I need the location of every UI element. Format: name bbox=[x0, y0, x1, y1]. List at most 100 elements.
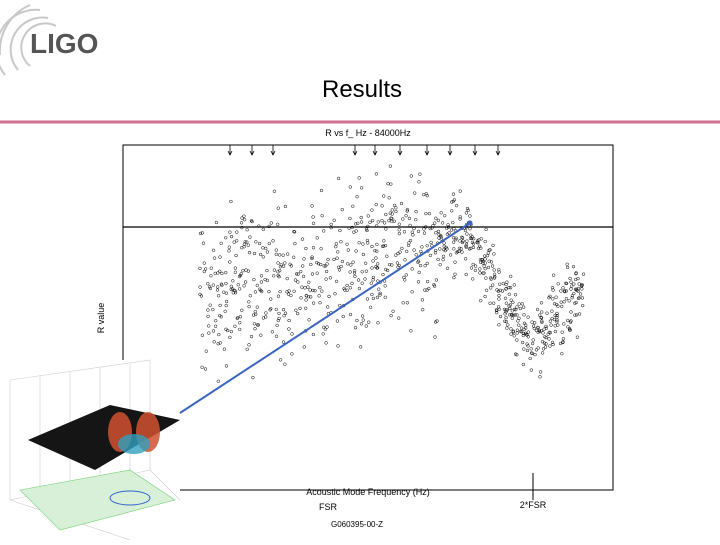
scatter-dot bbox=[274, 307, 278, 312]
scatter-dot bbox=[550, 286, 555, 290]
scatter-dot bbox=[534, 348, 539, 352]
scatter-dot bbox=[376, 220, 380, 224]
scatter-dot bbox=[227, 245, 231, 249]
scatter-dot bbox=[272, 189, 277, 193]
scatter-dot bbox=[251, 375, 255, 380]
scatter-dot bbox=[326, 257, 330, 262]
scatter-dot bbox=[315, 260, 319, 265]
scatter-dot bbox=[313, 289, 317, 293]
scatter-dot bbox=[394, 209, 398, 214]
y-axis-label: R value bbox=[96, 303, 106, 334]
scatter-dot bbox=[535, 307, 540, 312]
mode-arrow bbox=[397, 145, 403, 156]
scatter-dot bbox=[261, 246, 265, 250]
scatter-dot bbox=[200, 231, 205, 235]
scatter-dot bbox=[391, 309, 395, 313]
scatter-dot bbox=[354, 249, 358, 253]
scatter-dot bbox=[513, 293, 518, 297]
scatter-dot bbox=[246, 243, 250, 247]
scatter-dot bbox=[276, 318, 280, 323]
scatter-dot bbox=[508, 286, 513, 290]
scatter-dot bbox=[283, 362, 287, 366]
scatter-dot bbox=[224, 270, 228, 275]
scatter-dot bbox=[390, 263, 394, 267]
scatter-dot bbox=[512, 283, 516, 287]
scatter-dot bbox=[350, 281, 354, 286]
scatter-dot bbox=[335, 319, 340, 323]
scatter-dot bbox=[253, 309, 257, 314]
scatter-dot bbox=[371, 278, 375, 282]
scatter-dot bbox=[307, 280, 311, 284]
scatter-dot bbox=[381, 244, 386, 248]
scatter-dot bbox=[464, 272, 468, 277]
scatter-dot bbox=[374, 256, 378, 260]
scatter-dot bbox=[224, 364, 229, 368]
scatter-dot bbox=[242, 242, 247, 246]
scatter-dot bbox=[570, 284, 574, 288]
scatter-dot bbox=[521, 362, 526, 367]
scatter-dot bbox=[429, 240, 433, 245]
scatter-dot bbox=[238, 315, 243, 319]
scatter-dot bbox=[375, 249, 379, 253]
scatter-dot bbox=[215, 288, 220, 292]
scatter-dot bbox=[561, 286, 565, 290]
scatter-dot bbox=[554, 295, 558, 299]
scatter-dot bbox=[445, 266, 450, 270]
scatter-dot bbox=[458, 217, 462, 221]
scatter-dot bbox=[405, 249, 409, 254]
scatter-dot bbox=[311, 221, 316, 225]
scatter-dot bbox=[512, 334, 516, 338]
scatter-dot bbox=[436, 257, 440, 262]
scatter-dot bbox=[505, 280, 509, 284]
scatter-dot bbox=[229, 234, 234, 239]
scatter-dot bbox=[278, 253, 282, 257]
scatter-dot bbox=[311, 332, 316, 337]
scatter-dot bbox=[233, 289, 237, 293]
callout-line bbox=[179, 222, 471, 414]
scatter-dot bbox=[478, 258, 483, 262]
scatter-dot bbox=[446, 223, 450, 227]
scatter-dot bbox=[387, 262, 392, 267]
scatter-dot bbox=[224, 327, 228, 331]
scatter-dot bbox=[497, 323, 501, 327]
scatter-dot bbox=[277, 311, 281, 316]
scatter-dot bbox=[397, 316, 401, 320]
scatter-dot bbox=[503, 296, 508, 300]
scatter-dot bbox=[430, 226, 434, 230]
scatter-dot bbox=[337, 268, 342, 272]
scatter-dot bbox=[390, 212, 394, 216]
scatter-dot bbox=[522, 347, 526, 351]
scatter-dot bbox=[481, 259, 485, 264]
scatter-dot bbox=[242, 245, 246, 249]
scatter-dot bbox=[409, 329, 413, 333]
scatter-dot bbox=[259, 274, 264, 278]
scatter-dot bbox=[425, 288, 429, 292]
scatter-dot bbox=[265, 278, 270, 283]
scatter-dot bbox=[555, 320, 559, 324]
scatter-dot bbox=[318, 285, 322, 290]
scatter-dot bbox=[487, 259, 491, 263]
scatter-dot bbox=[507, 304, 511, 308]
scatter-dot bbox=[396, 265, 400, 269]
scatter-dot bbox=[345, 283, 349, 288]
scatter-dot bbox=[572, 291, 576, 296]
scatter-dot bbox=[507, 285, 511, 290]
scatter-dot bbox=[374, 202, 378, 207]
scatter-dot bbox=[436, 229, 441, 234]
scatter-dot bbox=[521, 333, 525, 338]
scatter-dot bbox=[292, 230, 297, 234]
scatter-dot bbox=[309, 262, 313, 267]
scatter-dot bbox=[552, 317, 557, 322]
scatter-dot bbox=[320, 289, 324, 293]
scatter-dot bbox=[576, 296, 581, 300]
scatter-dot bbox=[386, 182, 390, 186]
scatter-dot bbox=[460, 250, 464, 254]
scatter-dot bbox=[306, 285, 310, 289]
scatter-dot bbox=[425, 279, 430, 284]
scatter-dot bbox=[478, 267, 482, 271]
scatter-dot bbox=[315, 236, 319, 240]
scatter-dot bbox=[208, 303, 212, 307]
scatter-dot bbox=[371, 296, 376, 301]
scatter-dot bbox=[574, 272, 578, 276]
scatter-dot bbox=[382, 194, 386, 198]
